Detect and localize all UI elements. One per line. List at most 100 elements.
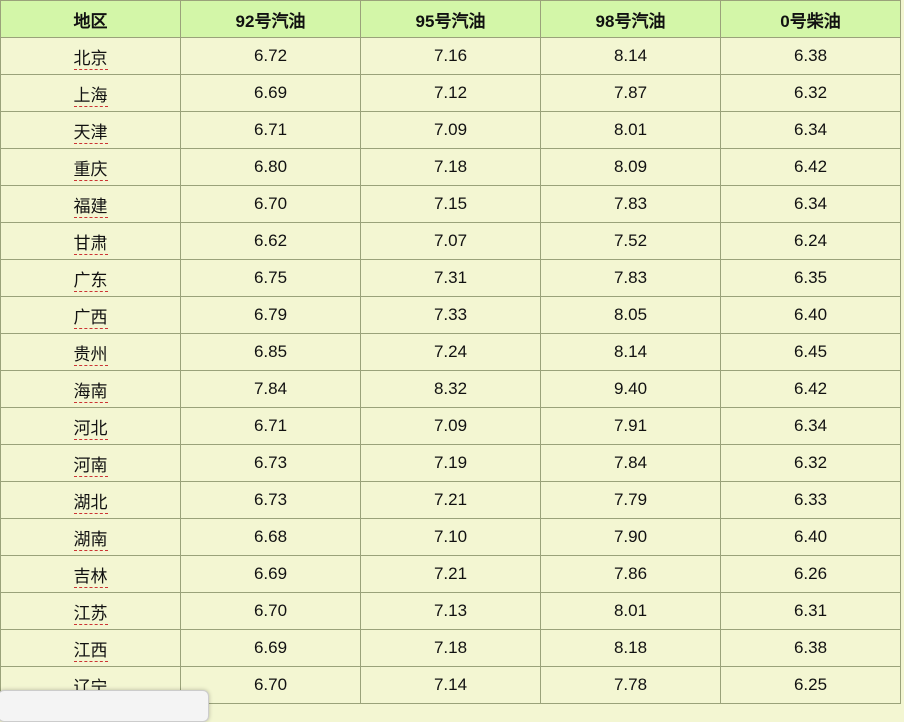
region-name: 天津 bbox=[73, 122, 108, 144]
table-row: 江苏 6.70 7.13 8.01 6.31 bbox=[0, 592, 901, 630]
price-cell: 6.69 bbox=[180, 629, 361, 667]
price-cell: 6.72 bbox=[180, 37, 361, 75]
price-cell: 7.84 bbox=[180, 370, 361, 408]
region-cell: 广西 bbox=[0, 296, 181, 334]
price-cell: 6.71 bbox=[180, 111, 361, 149]
price-cell: 7.16 bbox=[360, 37, 541, 75]
region-cell: 江苏 bbox=[0, 592, 181, 630]
table-row: 河北 6.71 7.09 7.91 6.34 bbox=[0, 407, 901, 445]
price-cell: 7.83 bbox=[540, 259, 721, 297]
price-cell: 6.32 bbox=[720, 74, 901, 112]
region-name: 吉林 bbox=[73, 566, 108, 588]
price-cell: 6.31 bbox=[720, 592, 901, 630]
popup-panel[interactable] bbox=[0, 690, 209, 722]
region-cell: 河南 bbox=[0, 444, 181, 482]
price-cell: 7.09 bbox=[360, 407, 541, 445]
region-cell: 天津 bbox=[0, 111, 181, 149]
region-name: 重庆 bbox=[73, 159, 108, 181]
price-cell: 7.21 bbox=[360, 481, 541, 519]
price-cell: 7.18 bbox=[360, 629, 541, 667]
price-cell: 8.14 bbox=[540, 37, 721, 75]
table-row: 吉林 6.69 7.21 7.86 6.26 bbox=[0, 555, 901, 593]
price-cell: 8.09 bbox=[540, 148, 721, 186]
price-cell: 6.34 bbox=[720, 407, 901, 445]
price-cell: 6.38 bbox=[720, 629, 901, 667]
price-cell: 6.35 bbox=[720, 259, 901, 297]
price-cell: 9.40 bbox=[540, 370, 721, 408]
price-cell: 6.24 bbox=[720, 222, 901, 260]
price-cell: 6.25 bbox=[720, 666, 901, 704]
price-cell: 7.21 bbox=[360, 555, 541, 593]
price-cell: 6.70 bbox=[180, 592, 361, 630]
table-row: 河南 6.73 7.19 7.84 6.32 bbox=[0, 444, 901, 482]
column-header: 92号汽油 bbox=[180, 0, 361, 38]
price-cell: 6.32 bbox=[720, 444, 901, 482]
region-cell: 北京 bbox=[0, 37, 181, 75]
price-cell: 7.18 bbox=[360, 148, 541, 186]
price-cell: 6.85 bbox=[180, 333, 361, 371]
price-cell: 8.01 bbox=[540, 111, 721, 149]
region-name: 上海 bbox=[73, 85, 108, 107]
price-cell: 6.40 bbox=[720, 296, 901, 334]
column-header: 地区 bbox=[0, 0, 181, 38]
region-cell: 吉林 bbox=[0, 555, 181, 593]
price-cell: 6.26 bbox=[720, 555, 901, 593]
price-cell: 7.12 bbox=[360, 74, 541, 112]
price-cell: 7.91 bbox=[540, 407, 721, 445]
price-cell: 7.31 bbox=[360, 259, 541, 297]
region-cell: 贵州 bbox=[0, 333, 181, 371]
price-cell: 8.05 bbox=[540, 296, 721, 334]
region-cell: 甘肃 bbox=[0, 222, 181, 260]
price-cell: 6.73 bbox=[180, 444, 361, 482]
region-name: 海南 bbox=[73, 381, 108, 403]
region-cell: 福建 bbox=[0, 185, 181, 223]
region-name: 北京 bbox=[73, 48, 108, 70]
region-name: 湖南 bbox=[73, 529, 108, 551]
fuel-price-table: 地区 92号汽油 95号汽油 98号汽油 0号柴油 北京 6.72 7.16 8.14 6.38… bbox=[0, 0, 901, 704]
region-cell: 湖北 bbox=[0, 481, 181, 519]
region-name: 江苏 bbox=[73, 603, 108, 625]
region-cell: 广东 bbox=[0, 259, 181, 297]
table-row: 上海 6.69 7.12 7.87 6.32 bbox=[0, 74, 901, 112]
price-cell: 6.62 bbox=[180, 222, 361, 260]
region-name: 福建 bbox=[73, 196, 108, 218]
region-name: 河北 bbox=[73, 418, 108, 440]
table-row: 天津 6.71 7.09 8.01 6.34 bbox=[0, 111, 901, 149]
price-cell: 7.33 bbox=[360, 296, 541, 334]
region-name: 广西 bbox=[73, 307, 108, 329]
table-row: 重庆 6.80 7.18 8.09 6.42 bbox=[0, 148, 901, 186]
price-cell: 7.24 bbox=[360, 333, 541, 371]
price-cell: 6.69 bbox=[180, 74, 361, 112]
price-cell: 6.70 bbox=[180, 185, 361, 223]
table-row: 北京 6.72 7.16 8.14 6.38 bbox=[0, 37, 901, 75]
price-cell: 7.52 bbox=[540, 222, 721, 260]
price-cell: 7.86 bbox=[540, 555, 721, 593]
price-cell: 7.79 bbox=[540, 481, 721, 519]
region-name: 广东 bbox=[73, 270, 108, 292]
table-row: 福建 6.70 7.15 7.83 6.34 bbox=[0, 185, 901, 223]
price-cell: 6.42 bbox=[720, 370, 901, 408]
price-cell: 6.34 bbox=[720, 111, 901, 149]
region-cell: 江西 bbox=[0, 629, 181, 667]
price-cell: 6.45 bbox=[720, 333, 901, 371]
price-cell: 6.68 bbox=[180, 518, 361, 556]
price-cell: 6.75 bbox=[180, 259, 361, 297]
table-row: 江西 6.69 7.18 8.18 6.38 bbox=[0, 629, 901, 667]
price-cell: 6.40 bbox=[720, 518, 901, 556]
price-cell: 7.13 bbox=[360, 592, 541, 630]
price-cell: 7.78 bbox=[540, 666, 721, 704]
price-cell: 6.80 bbox=[180, 148, 361, 186]
price-cell: 7.83 bbox=[540, 185, 721, 223]
region-name: 贵州 bbox=[73, 344, 108, 366]
price-cell: 6.34 bbox=[720, 185, 901, 223]
price-cell: 6.73 bbox=[180, 481, 361, 519]
price-cell: 8.32 bbox=[360, 370, 541, 408]
price-cell: 7.87 bbox=[540, 74, 721, 112]
price-cell: 7.19 bbox=[360, 444, 541, 482]
header-row: 地区 92号汽油 95号汽油 98号汽油 0号柴油 bbox=[0, 0, 901, 38]
region-cell: 河北 bbox=[0, 407, 181, 445]
column-header: 0号柴油 bbox=[720, 0, 901, 38]
region-cell: 湖南 bbox=[0, 518, 181, 556]
price-cell: 7.07 bbox=[360, 222, 541, 260]
price-cell: 8.01 bbox=[540, 592, 721, 630]
